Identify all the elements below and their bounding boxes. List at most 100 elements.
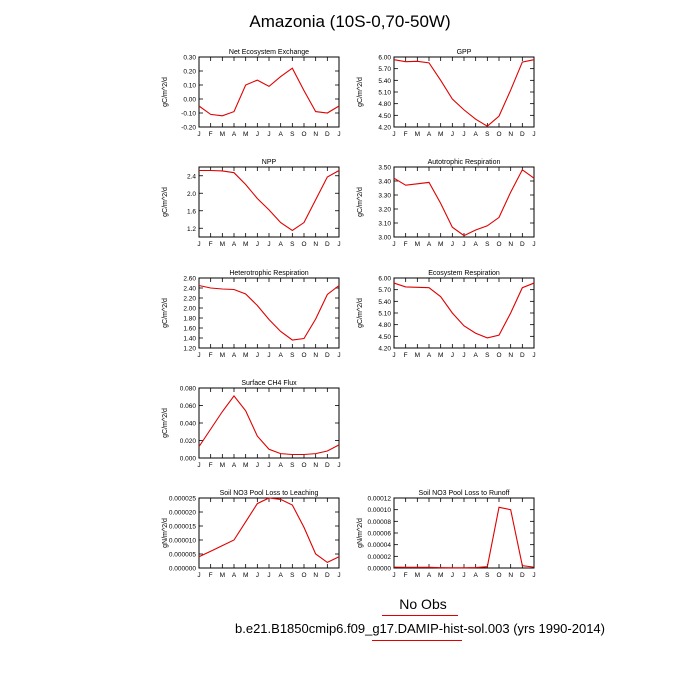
x-tick-label: J bbox=[532, 352, 535, 359]
y-tick-label: 0.000025 bbox=[169, 496, 196, 503]
x-tick-label: O bbox=[496, 352, 501, 359]
y-tick-label: 3.00 bbox=[378, 235, 391, 242]
chart-title: Surface CH4 Flux bbox=[241, 380, 297, 387]
x-tick-label: J bbox=[532, 131, 535, 138]
y-tick-label: -0.10 bbox=[181, 111, 196, 118]
y-tick-label: 4.50 bbox=[378, 113, 391, 120]
y-tick-label: -0.20 bbox=[181, 125, 196, 132]
y-tick-label: 3.50 bbox=[378, 165, 391, 172]
y-tick-label: 0.10 bbox=[183, 83, 196, 90]
x-tick-label: M bbox=[243, 462, 248, 469]
x-tick-label: M bbox=[415, 241, 420, 248]
y-tick-label: 0.020 bbox=[180, 438, 197, 445]
x-tick-label: O bbox=[301, 572, 306, 579]
y-tick-label: 0.00010 bbox=[368, 507, 392, 514]
x-tick-label: J bbox=[267, 131, 270, 138]
y-tick-label: 4.50 bbox=[378, 334, 391, 341]
y-tick-label: 0.20 bbox=[183, 69, 196, 76]
plot-frame bbox=[393, 166, 535, 238]
x-tick-label: J bbox=[337, 462, 340, 469]
chart-title: Ecosystem Respiration bbox=[428, 270, 500, 277]
footer-case-line bbox=[372, 640, 462, 641]
x-tick-label: J bbox=[197, 572, 200, 579]
x-tick-label: J bbox=[256, 352, 259, 359]
x-tick-label: J bbox=[462, 241, 465, 248]
y-axis-label: gC/m^2/d bbox=[357, 298, 364, 328]
x-tick-label: J bbox=[462, 572, 465, 579]
x-tick-label: J bbox=[337, 352, 340, 359]
y-tick-label: 6.00 bbox=[378, 276, 391, 283]
y-tick-label: 0.00 bbox=[183, 97, 196, 104]
x-tick-label: J bbox=[256, 241, 259, 248]
x-tick-label: F bbox=[209, 462, 213, 469]
y-tick-label: 0.00004 bbox=[368, 542, 392, 549]
chart-title: GPP bbox=[457, 49, 472, 56]
x-tick-label: J bbox=[451, 352, 454, 359]
x-tick-label: J bbox=[392, 131, 395, 138]
y-tick-label: 0.000010 bbox=[169, 538, 196, 545]
series-line bbox=[393, 506, 535, 569]
x-tick-label: J bbox=[337, 241, 340, 248]
x-tick-label: A bbox=[232, 241, 237, 248]
y-tick-label: 3.10 bbox=[378, 221, 391, 228]
chart-net-ecosystem-exchange: Net Ecosystem Exchange gC/m^2/d -0.20 -0.10… bbox=[162, 49, 341, 138]
y-axis-label: gC/m^2/d bbox=[162, 77, 169, 107]
x-tick-label: F bbox=[209, 352, 213, 359]
x-tick-label: J bbox=[392, 352, 395, 359]
y-tick-label: 2.20 bbox=[183, 296, 196, 303]
y-tick-label: 5.40 bbox=[378, 78, 391, 85]
x-tick-label: O bbox=[496, 131, 501, 138]
x-tick-label: N bbox=[508, 241, 513, 248]
x-tick-label: S bbox=[290, 131, 295, 138]
y-tick-label: 0.00006 bbox=[368, 531, 392, 538]
x-tick-label: O bbox=[301, 352, 306, 359]
x-tick-label: J bbox=[337, 572, 340, 579]
y-tick-label: 0.00012 bbox=[368, 496, 392, 503]
y-axis-label: gC/m^2/d bbox=[357, 187, 364, 217]
chart-soil-no3-pool-loss-to-runoff: Soil NO3 Pool Loss to Runoff gN/m^2/d 0.00… bbox=[357, 490, 536, 579]
y-tick-label: 0.00000 bbox=[368, 566, 392, 573]
x-tick-label: N bbox=[508, 131, 513, 138]
x-tick-label: N bbox=[313, 131, 318, 138]
chart-surface-ch4-flux: Surface CH4 Flux gC/m^2/d 0.000 0.020 0.040 0… bbox=[162, 380, 341, 469]
x-tick-label: A bbox=[232, 352, 237, 359]
x-tick-label: J bbox=[256, 462, 259, 469]
x-tick-label: O bbox=[301, 241, 306, 248]
x-tick-label: N bbox=[313, 352, 318, 359]
y-tick-label: 6.00 bbox=[378, 55, 391, 62]
x-tick-label: J bbox=[532, 241, 535, 248]
x-tick-label: S bbox=[485, 131, 490, 138]
x-tick-label: N bbox=[313, 462, 318, 469]
y-tick-label: 1.20 bbox=[183, 346, 196, 353]
y-tick-label: 0.040 bbox=[180, 421, 197, 428]
x-tick-label: D bbox=[325, 572, 330, 579]
figure-title: Amazonia (10S-0,70-50W) bbox=[249, 12, 451, 31]
x-tick-label: A bbox=[278, 462, 283, 469]
plot-frame bbox=[198, 497, 340, 569]
x-tick-label: A bbox=[278, 131, 283, 138]
x-tick-label: F bbox=[404, 352, 408, 359]
x-tick-label: N bbox=[508, 572, 513, 579]
y-tick-label: 2.4 bbox=[187, 173, 196, 180]
x-tick-label: D bbox=[520, 241, 525, 248]
x-tick-label: A bbox=[473, 352, 478, 359]
x-tick-label: N bbox=[508, 352, 513, 359]
x-tick-label: M bbox=[415, 131, 420, 138]
y-tick-label: 0.000005 bbox=[169, 552, 196, 559]
y-axis-label: gC/m^2/d bbox=[162, 298, 169, 328]
x-tick-label: J bbox=[197, 352, 200, 359]
x-tick-label: S bbox=[290, 352, 295, 359]
x-tick-label: A bbox=[232, 131, 237, 138]
y-tick-label: 0.00002 bbox=[368, 554, 392, 561]
x-tick-label: J bbox=[267, 462, 270, 469]
x-tick-label: F bbox=[404, 572, 408, 579]
x-tick-label: J bbox=[197, 462, 200, 469]
x-tick-label: F bbox=[209, 131, 213, 138]
x-tick-label: M bbox=[243, 352, 248, 359]
chart-title: Soil NO3 Pool Loss to Leaching bbox=[220, 490, 319, 497]
y-tick-label: 0.30 bbox=[183, 55, 196, 62]
y-tick-label: 1.60 bbox=[183, 326, 196, 333]
y-axis-label: gC/m^2/d bbox=[162, 187, 169, 217]
x-tick-label: J bbox=[256, 572, 259, 579]
